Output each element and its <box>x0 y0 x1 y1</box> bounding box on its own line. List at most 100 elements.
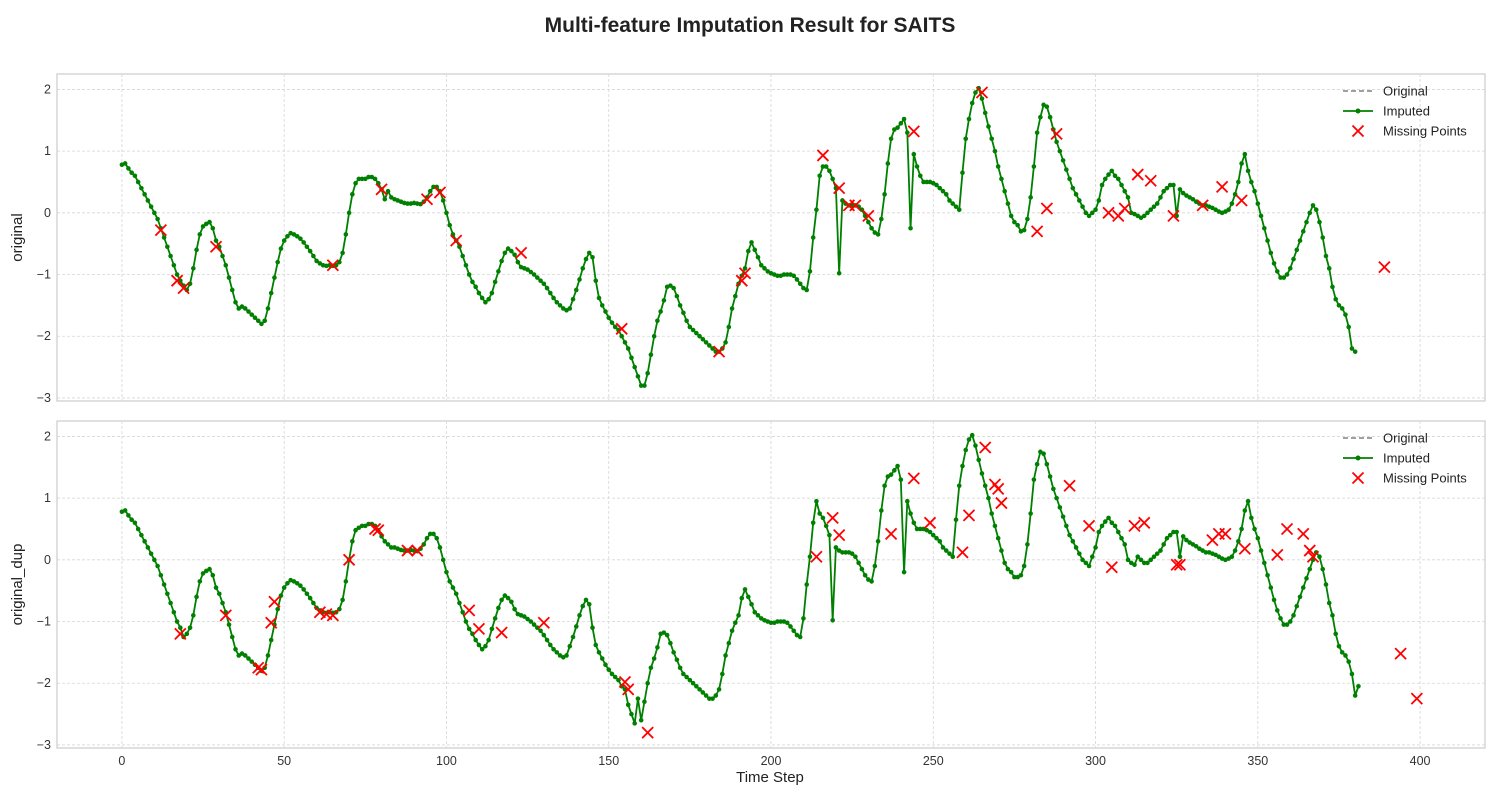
imputed-point <box>1171 182 1176 188</box>
imputed-point <box>982 110 988 116</box>
imputed-point <box>470 279 475 285</box>
imputed-point <box>849 551 855 556</box>
imputed-point <box>148 204 154 209</box>
imputed-point <box>1291 613 1296 618</box>
imputed-point <box>1138 557 1144 563</box>
missing-point-marker <box>907 472 920 485</box>
imputed-point <box>703 693 709 698</box>
imputed-point <box>1021 563 1027 569</box>
missing-point-marker <box>962 509 976 522</box>
imputed-point <box>265 306 271 311</box>
imputed-point <box>139 185 144 191</box>
imputed-point <box>674 293 680 299</box>
imputed-point <box>577 613 582 618</box>
imputed-point <box>168 253 173 259</box>
imputed-point <box>905 130 910 135</box>
imputed-point <box>1151 554 1157 560</box>
imputed-point <box>856 560 861 566</box>
imputed-point <box>285 580 290 586</box>
imputed-point <box>830 176 835 182</box>
imputed-point <box>418 201 423 207</box>
imputed-point <box>301 240 306 245</box>
imputed-point <box>986 124 991 129</box>
imputed-point <box>350 539 355 544</box>
imputed-point <box>444 569 449 575</box>
imputed-point <box>1148 557 1154 563</box>
imputed-point <box>1083 210 1089 216</box>
imputed-point <box>820 515 826 521</box>
imputed-point <box>677 665 683 671</box>
imputed-point <box>901 116 907 122</box>
imputed-point <box>1177 554 1183 560</box>
imputed-point <box>492 616 498 621</box>
imputed-point <box>174 619 180 624</box>
imputed-point <box>1115 176 1121 182</box>
imputed-point <box>775 273 780 279</box>
imputed-point <box>1343 312 1348 317</box>
missing-point-marker <box>979 441 992 454</box>
imputed-point <box>1323 582 1329 587</box>
imputed-point <box>356 176 362 182</box>
missing-point-marker <box>641 726 654 739</box>
imputed-point <box>1300 585 1306 590</box>
imputed-point <box>677 303 683 308</box>
imputed-point <box>486 637 491 643</box>
imputed-point <box>733 293 738 299</box>
imputed-point <box>554 650 560 655</box>
imputed-point <box>155 216 160 222</box>
missing-point-marker <box>495 626 508 639</box>
imputed-point <box>917 173 923 179</box>
imputed-point <box>762 266 767 271</box>
imputed-point <box>197 579 203 584</box>
imputed-point <box>1122 542 1128 547</box>
imputed-point <box>895 125 900 130</box>
imputed-point <box>1073 545 1079 550</box>
imputed-point <box>1086 563 1092 569</box>
imputed-point <box>729 628 735 634</box>
imputed-point <box>132 173 138 179</box>
missing-point-marker <box>411 544 424 557</box>
imputed-point <box>1025 216 1030 222</box>
imputed-point <box>1112 523 1118 529</box>
imputed-point <box>447 222 453 228</box>
imputed-point <box>1060 514 1066 519</box>
imputed-point <box>593 642 599 648</box>
imputed-point <box>255 318 261 324</box>
imputed-point <box>1067 532 1072 538</box>
imputed-point <box>817 173 822 179</box>
imputed-point <box>879 508 884 513</box>
imputed-point <box>911 520 917 526</box>
missing-point-marker <box>1297 527 1310 541</box>
imputed-point <box>934 182 939 188</box>
imputed-point <box>739 595 745 601</box>
imputed-point <box>541 632 547 638</box>
missing-point-marker <box>1050 127 1063 140</box>
missing-point-marker <box>450 234 463 247</box>
imputed-point <box>223 262 229 268</box>
imputed-point <box>460 253 465 259</box>
legend-label: Original <box>1383 84 1428 99</box>
missing-point-marker <box>712 345 726 358</box>
imputed-point <box>1356 684 1361 689</box>
imputed-point <box>995 535 1001 541</box>
imputed-point <box>645 680 650 686</box>
missing-point-marker <box>995 496 1008 510</box>
imputed-point <box>953 204 959 209</box>
imputed-point <box>648 665 654 671</box>
missing-point-marker <box>1118 202 1131 215</box>
imputed-point <box>531 272 537 277</box>
imputed-point <box>934 535 939 541</box>
imputed-point <box>642 383 647 388</box>
imputed-point <box>1047 474 1053 479</box>
imputed-point <box>827 532 832 538</box>
imputed-point <box>301 587 306 592</box>
x-tick-label: 300 <box>1085 754 1106 768</box>
imputed-point <box>1057 505 1063 510</box>
imputed-point <box>726 640 732 646</box>
imputed-point <box>548 642 553 648</box>
imputed-point <box>1278 275 1283 280</box>
imputed-point <box>1343 653 1348 658</box>
imputed-point <box>197 232 203 237</box>
imputed-point <box>1025 542 1030 547</box>
imputed-point <box>1073 192 1079 197</box>
